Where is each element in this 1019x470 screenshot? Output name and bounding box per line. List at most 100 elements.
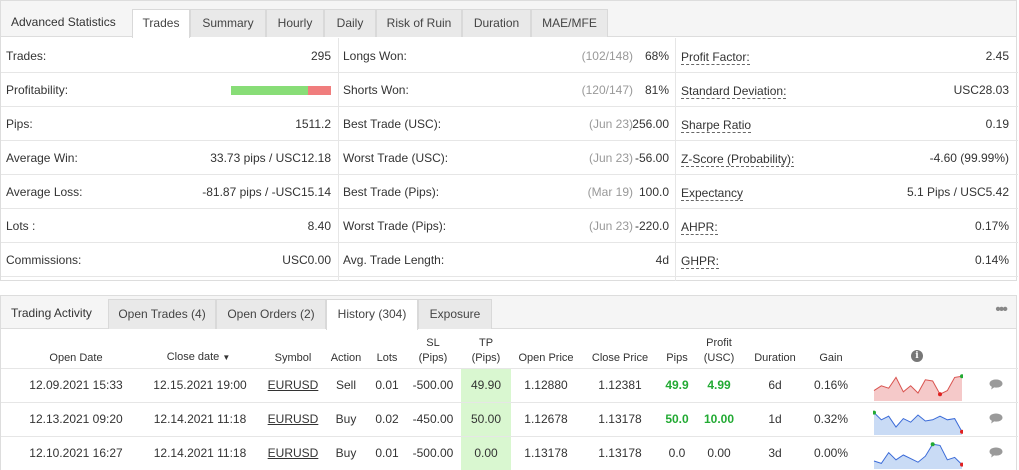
stat-value: 68% — [644, 49, 669, 63]
stat-label-link[interactable]: Z-Score (Probability): — [681, 152, 795, 167]
stat-label-link[interactable]: Standard Deviation: — [681, 84, 787, 99]
symbol-link[interactable]: EURUSD — [267, 378, 319, 392]
header-pips[interactable]: Pips — [666, 352, 688, 364]
sparkline-line — [873, 412, 963, 433]
stat-label-link[interactable]: Sharpe Ratio — [681, 118, 752, 133]
header-action[interactable]: Action — [330, 352, 362, 364]
sparkline-high-marker — [960, 374, 963, 379]
sparkline-area — [874, 412, 962, 435]
stat-value: 0.14% — [974, 253, 1009, 267]
sparkline-low-marker — [960, 429, 963, 434]
sparkline-line — [873, 375, 963, 395]
open-price-cell: 1.12880 — [524, 378, 568, 392]
sl-cell: -500.00 — [412, 378, 454, 392]
header-tp-unit: (Pips) — [471, 352, 501, 364]
stat-value: 295 — [310, 49, 331, 63]
stat-value: -4.60 (99.99%) — [929, 151, 1009, 165]
stat-value: 256.00 — [632, 117, 669, 131]
header-open-date[interactable]: Open Date — [49, 352, 103, 364]
header-close-price[interactable]: Close Price — [591, 352, 649, 364]
header-duration[interactable]: Duration — [754, 352, 796, 364]
stat-detail: (Jun 23) — [588, 117, 633, 131]
open-price-cell: 1.12678 — [524, 412, 568, 426]
stat-label-link[interactable]: Expectancy — [681, 186, 744, 201]
symbol-link[interactable]: EURUSD — [267, 412, 319, 426]
header-gain[interactable]: Gain — [819, 352, 843, 364]
stats-row: Average Loss: -81.87 pips / -USC15.14 Best… — [1, 175, 1018, 209]
tab-daily[interactable]: Daily — [324, 9, 376, 37]
stat-label: Average Loss: — [6, 185, 83, 199]
tab-summary[interactable]: Summary — [190, 9, 266, 37]
stats-row: Profitability: Shorts Won: (120/147) 81% Sta… — [1, 73, 1018, 107]
gain-cell: 0.00% — [813, 446, 849, 460]
tp-cell: 50.00 — [470, 412, 502, 426]
tab-risk-of-ruin[interactable]: Risk of Ruin — [376, 9, 462, 37]
sort-desc-icon: ▼ — [222, 353, 231, 362]
tp-cell: 49.90 — [470, 378, 502, 392]
stat-label-link[interactable]: AHPR: — [681, 220, 718, 235]
stat-label-link[interactable]: GHPR: — [681, 254, 720, 269]
stat-label: Lots : — [6, 219, 36, 233]
info-icon[interactable]: i — [911, 350, 923, 362]
duration-cell: 3d — [768, 446, 782, 460]
header-profit[interactable]: Profit (USC) — [697, 336, 741, 366]
stat-detail: (102/148) — [581, 49, 633, 63]
comment-icon[interactable] — [989, 413, 1003, 424]
stat-label: Profitability: — [6, 83, 69, 97]
stat-detail: (Jun 23) — [588, 219, 633, 233]
symbol-link[interactable]: EURUSD — [267, 446, 319, 460]
tab-open-orders[interactable]: Open Orders (2) — [216, 299, 326, 329]
header-sl[interactable]: SL (Pips) — [409, 336, 457, 366]
profitability-negative — [308, 86, 331, 95]
profitability-positive — [231, 86, 308, 95]
stat-label: Worst Trade (USC): — [343, 151, 449, 165]
stat-label: Worst Trade (Pips): — [343, 219, 447, 233]
comment-icon[interactable] — [989, 379, 1003, 390]
stat-value: 81% — [644, 83, 669, 97]
profit-cell: 0.00 — [707, 446, 731, 460]
stat-label: Commissions: — [6, 253, 82, 267]
tab-exposure[interactable]: Exposure — [418, 299, 492, 329]
history-row[interactable]: 12.09.2021 15:33 12.15.2021 19:00 EURUSD Se… — [1, 368, 1018, 402]
header-tp[interactable]: TP (Pips) — [461, 336, 511, 366]
sparkline-high-marker — [873, 410, 876, 415]
tab-open-trades[interactable]: Open Trades (4) — [108, 299, 216, 329]
header-close-date[interactable]: Close date ▼ — [151, 350, 246, 365]
header-symbol[interactable]: Symbol — [274, 352, 312, 364]
stat-value: USC0.00 — [282, 253, 331, 267]
sparkline-low-marker — [960, 462, 963, 467]
sl-cell: -450.00 — [412, 412, 454, 426]
advanced-statistics-panel: Advanced Statistics Trades Summary Hourl… — [0, 0, 1018, 281]
stat-value: 8.40 — [307, 219, 331, 233]
stat-label: Avg. Trade Length: — [343, 253, 445, 267]
tab-history[interactable]: History (304) — [326, 299, 418, 330]
comment-icon[interactable] — [989, 447, 1003, 458]
column-divider — [675, 38, 676, 281]
stat-value: 100.0 — [638, 185, 669, 199]
sparkline-high-marker — [930, 442, 935, 447]
history-row[interactable]: 12.10.2021 16:27 12.14.2021 11:18 EURUSD Bu… — [1, 436, 1018, 470]
stat-label: Average Win: — [6, 151, 78, 165]
close-date-cell: 12.14.2021 11:18 — [153, 446, 247, 460]
stat-label-link[interactable]: Profit Factor: — [681, 50, 750, 65]
stat-label: Pips: — [6, 117, 33, 131]
sparkline-low-marker — [938, 392, 942, 397]
header-open-price[interactable]: Open Price — [518, 352, 574, 364]
activity-tabbar: Trading Activity Open Trades (4) Open Or… — [1, 296, 1016, 330]
tab-trades[interactable]: Trades — [132, 9, 190, 38]
history-row[interactable]: 12.13.2021 09:20 12.14.2021 11:18 EURUSD Bu… — [1, 402, 1018, 436]
sparkline-area — [874, 444, 962, 469]
tab-duration[interactable]: Duration — [462, 9, 531, 37]
stats-row: Average Win: 33.73 pips / USC12.18 Worst T… — [1, 141, 1018, 175]
header-profit-label: Profit — [706, 337, 732, 349]
header-lots[interactable]: Lots — [376, 352, 398, 364]
tab-mae-mfe[interactable]: MAE/MFE — [531, 9, 608, 37]
stats-row: Trades: 295 Longs Won: (102/148) 68% Profit F… — [1, 39, 1018, 73]
ellipsis-icon[interactable]: ••• — [995, 301, 1008, 318]
action-cell: Sell — [335, 378, 356, 392]
open-date-cell: 12.10.2021 16:27 — [29, 446, 123, 460]
tab-hourly[interactable]: Hourly — [266, 9, 324, 37]
panel-title: Trading Activity — [11, 306, 92, 320]
pips-cell: 49.9 — [665, 378, 689, 392]
stats-row: Commissions: USC0.00 Avg. Trade Length: 4d G… — [1, 243, 1018, 277]
